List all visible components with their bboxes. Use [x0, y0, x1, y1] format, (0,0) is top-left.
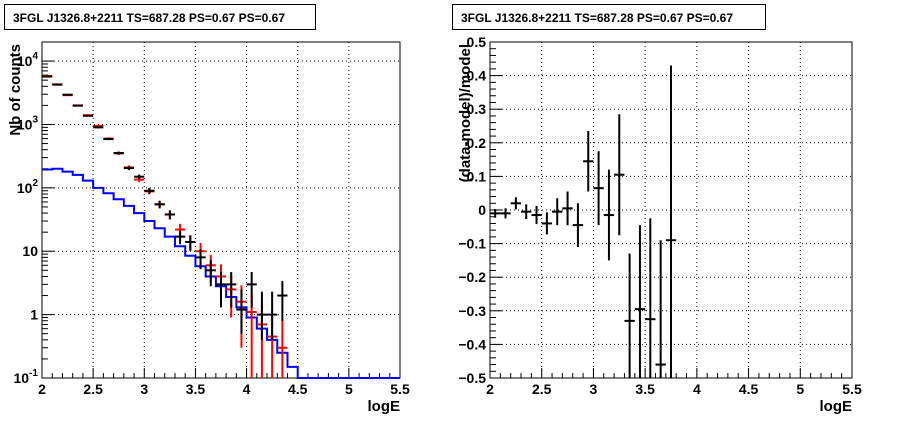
- residual-panel: 2 2.5 3 3.5 4 4.5 5 5.5 −0.5 −0.4 −0.3 −0.2 −0.1 0 0.1…: [457, 34, 862, 415]
- y-tick-label: 10-1: [14, 368, 39, 386]
- y-tick-label: 0.1: [467, 168, 487, 184]
- x-tick-label: 3.5: [186, 381, 206, 397]
- x-tick-label: 2.5: [83, 381, 103, 397]
- x-tick-label: 4: [693, 381, 701, 397]
- x-tick-label: 5.5: [842, 381, 862, 397]
- y-tick-label: 0.3: [467, 101, 487, 117]
- x-tick-label: 5: [796, 381, 804, 397]
- plot-frame: [41, 41, 401, 379]
- y-axis-title: (data-model)/model: [457, 44, 474, 182]
- y-tick-label: 104: [17, 51, 39, 69]
- y-tick-label: −0.5: [458, 370, 486, 386]
- y-tick-label: 103: [17, 114, 39, 132]
- y-tick-label: 10: [22, 243, 38, 259]
- x-tick-label: 3: [140, 381, 148, 397]
- x-axis-title: logE: [820, 398, 853, 415]
- y-tick-label: 0.5: [467, 34, 487, 50]
- x-tick-label: 5.5: [390, 381, 410, 397]
- x-tick-label: 4: [243, 381, 251, 397]
- y-tick-label: −0.2: [458, 269, 486, 285]
- x-tick-label: 4.5: [288, 381, 308, 397]
- y-axis-title: Nb of counts: [7, 44, 24, 136]
- x-tick-label: 4.5: [739, 381, 759, 397]
- x-tick-label: 2.5: [532, 381, 552, 397]
- model-step-line: [42, 167, 400, 379]
- x-tick-label: 3: [590, 381, 598, 397]
- y-tick-label: −0.1: [458, 236, 486, 252]
- y-tick-label: −0.3: [458, 303, 486, 319]
- x-tick-label: 5: [345, 381, 353, 397]
- y-tick-label: 0: [478, 202, 486, 218]
- y-tick-label: 0.4: [467, 68, 487, 84]
- y-tick-label: 102: [17, 178, 39, 196]
- right-chart-title: 3FGL J1326.8+2211 TS=687.28 PS=0.67 PS=0…: [452, 4, 766, 30]
- x-tick-label: 2: [486, 381, 494, 397]
- x-tick-label: 2: [38, 381, 46, 397]
- x-tick-label: 3.5: [635, 381, 655, 397]
- left-chart-title: 3FGL J1326.8+2211 TS=687.28 PS=0.67 PS=0…: [4, 4, 316, 30]
- counts-panel: 2 2.5 3 3.5 4 4.5 5 5.5 10-1 1 10 102 103 104 logE Nb o…: [7, 41, 410, 415]
- x-axis-title: logE: [368, 398, 401, 415]
- y-tick-label: 0.2: [467, 135, 487, 151]
- y-tick-label: 1: [30, 307, 38, 323]
- y-tick-label: −0.4: [458, 336, 486, 352]
